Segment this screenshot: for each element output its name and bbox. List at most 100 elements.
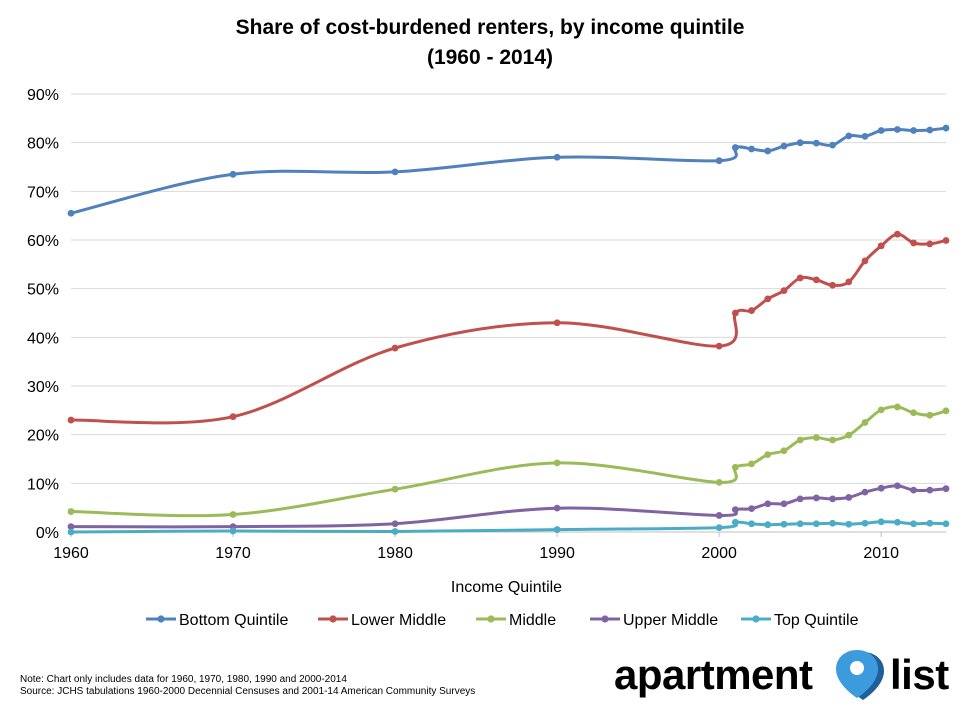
data-point-upper-middle [780,500,788,508]
data-point-middle [67,508,75,515]
data-point-bottom-quintile [780,142,788,150]
data-point-lower-middle [829,281,836,289]
chart-note: Note: Chart only includes data for 1960,… [20,674,347,685]
data-point-lower-middle [553,319,561,327]
data-point-top-quintile [67,528,75,536]
x-tick-label: 1970 [215,545,251,562]
data-point-middle [893,403,901,411]
data-point-top-quintile [229,527,237,535]
data-point-upper-middle [553,504,561,512]
legend-marker-top-quintile [752,615,760,623]
data-point-lower-middle [926,240,934,248]
data-point-upper-middle [926,486,934,494]
data-point-lower-middle [861,257,869,265]
legend-marker-upper-middle [601,615,609,623]
y-tick-label: 40% [27,330,59,347]
data-point-lower-middle [780,287,788,295]
data-point-middle [829,436,836,444]
x-tick-label: 2010 [863,545,899,562]
data-point-upper-middle [861,488,869,496]
data-point-top-quintile [942,520,950,528]
legend-marker-bottom-quintile [157,615,165,623]
data-point-lower-middle [893,230,901,238]
data-point-top-quintile [553,526,561,533]
data-point-lower-middle [67,416,75,424]
data-point-bottom-quintile [67,209,75,217]
data-point-middle [942,407,950,415]
legend-label-middle: Middle [509,612,556,629]
apartment-list-logo: apartment list [612,646,957,706]
legend: Bottom Quintile Lower Middle Middle Upper M… [146,612,859,629]
data-point-bottom-quintile [845,132,853,140]
data-point-middle [845,431,853,439]
x-axis-title: Income Quintile [451,579,562,596]
y-tick-label: 90% [27,87,59,104]
data-point-upper-middle [845,494,853,501]
legend-label-lower-middle: Lower Middle [351,612,446,629]
map-pin-icon [836,650,884,700]
x-tick-label: 2000 [701,545,737,562]
data-point-upper-middle [910,486,917,494]
data-point-bottom-quintile [229,170,237,178]
data-point-bottom-quintile [812,139,820,147]
x-tick-label: 1960 [53,545,89,562]
data-point-middle [715,478,723,486]
data-point-upper-middle [391,520,399,528]
data-point-middle [926,411,934,419]
y-tick-label: 60% [27,233,59,250]
data-point-middle [812,434,820,441]
series-lines [67,124,950,536]
chart-title-line2: (1960 - 2014) [426,46,554,69]
data-point-top-quintile [764,521,772,529]
legend-marker-middle [487,615,495,623]
data-point-bottom-quintile [715,157,723,165]
x-tick-label: 1990 [539,545,575,562]
data-point-upper-middle [715,512,723,519]
series-line-upper-middle [69,484,948,529]
legend-label-upper-middle: Upper Middle [623,612,718,629]
logo-word-list: list [890,651,949,698]
chart-source: Source: JCHS tabulations 1960-2000 Decen… [20,686,476,697]
data-point-middle [748,460,755,468]
data-point-top-quintile [748,520,755,528]
data-point-bottom-quintile [731,144,739,151]
y-tick-label: 80% [27,136,59,153]
data-point-bottom-quintile [861,132,869,140]
data-point-bottom-quintile [796,139,804,147]
data-point-upper-middle [942,485,950,493]
data-point-upper-middle [829,495,836,503]
y-tick-label: 70% [27,184,59,201]
data-point-lower-middle [764,295,772,303]
legend-label-top-quintile: Top Quintile [774,612,859,629]
gridlines [71,93,946,533]
data-point-upper-middle [731,506,739,514]
data-point-bottom-quintile [764,147,772,155]
data-point-bottom-quintile [829,141,836,149]
data-point-top-quintile [861,519,869,527]
data-point-lower-middle [731,309,739,317]
y-tick-label: 0% [36,525,59,542]
data-point-top-quintile [796,520,804,528]
data-point-bottom-quintile [391,168,399,176]
data-point-bottom-quintile [748,145,755,153]
data-point-top-quintile [845,520,853,528]
data-point-lower-middle [812,276,820,284]
data-point-bottom-quintile [553,153,561,161]
data-point-top-quintile [877,518,885,526]
data-point-bottom-quintile [910,127,917,134]
data-point-top-quintile [715,524,723,532]
data-point-middle [910,409,917,417]
y-tick-label: 10% [27,476,59,493]
data-point-top-quintile [812,520,820,528]
y-tick-label: 50% [27,282,59,299]
data-point-bottom-quintile [893,126,901,133]
data-point-bottom-quintile [877,127,885,134]
data-point-middle [877,406,885,414]
data-point-lower-middle [845,278,853,286]
data-point-upper-middle [764,500,772,508]
data-point-lower-middle [391,344,399,352]
data-point-top-quintile [910,520,917,528]
data-point-lower-middle [229,413,237,421]
data-point-lower-middle [796,274,804,282]
